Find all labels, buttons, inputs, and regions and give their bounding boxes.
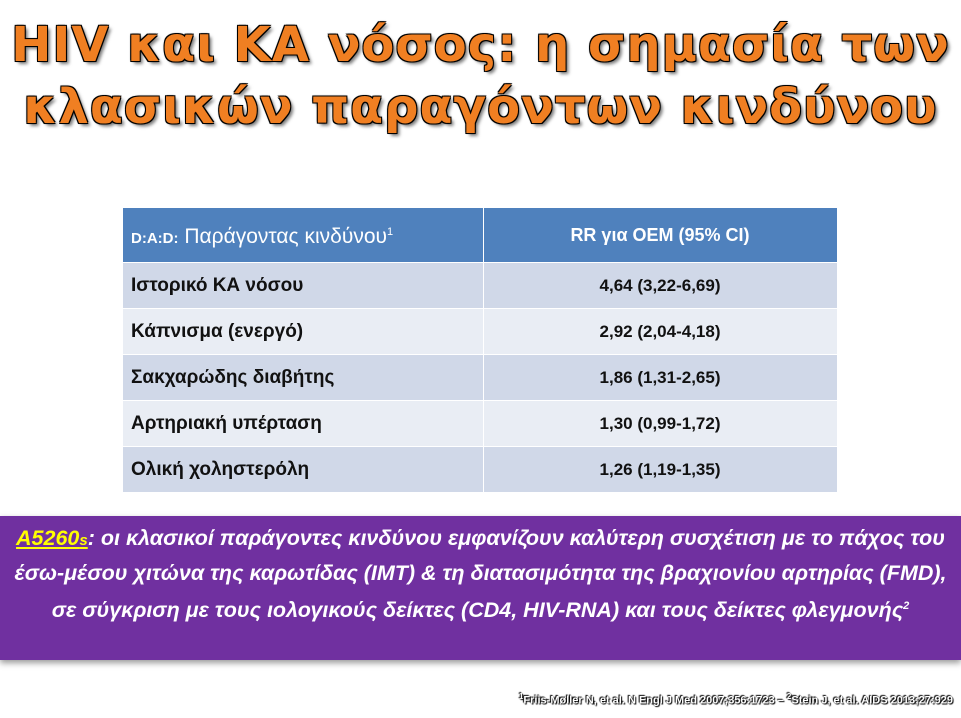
conclusion-body: : οι κλασικοί παράγοντες κινδύνου εμφανί… bbox=[14, 526, 947, 623]
row-factor: Κάπνισμα (ενεργό) bbox=[123, 308, 484, 355]
abstract-suffix: s bbox=[79, 532, 88, 549]
header-study-prefix: D:A:D: bbox=[131, 229, 179, 247]
row-relative-risk: 2,92 (2,04-4,18) bbox=[483, 308, 838, 355]
slide-title: HIV και ΚΑ νόσος: η σημασία των κλασικών… bbox=[0, 14, 961, 138]
table-row: Σακχαρώδης διαβήτης 1,86 (1,31-2,65) bbox=[123, 354, 838, 401]
row-factor: Ιστορικό ΚΑ νόσου bbox=[123, 262, 484, 309]
ref2-mark: 2 bbox=[786, 692, 792, 701]
ref1-mark: 1 bbox=[518, 692, 524, 701]
row-factor: Σακχαρώδης διαβήτης bbox=[123, 354, 484, 401]
table-row: Αρτηριακή υπέρταση 1,30 (0,99-1,72) bbox=[123, 400, 838, 447]
row-relative-risk: 1,86 (1,31-2,65) bbox=[483, 354, 838, 401]
header-risk-factor-label: Παράγοντας κινδύνου bbox=[184, 224, 387, 248]
row-factor: Ολική χοληστερόλη bbox=[123, 446, 484, 492]
conclusion-text: A5260s: οι κλασικοί παράγοντες κινδύνου … bbox=[10, 522, 951, 627]
table-row: Κάπνισμα (ενεργό) 2,92 (2,04-4,18) bbox=[123, 308, 838, 355]
table-row: Ιστορικό ΚΑ νόσου 4,64 (3,22-6,69) bbox=[123, 262, 838, 309]
header-relative-risk: RR για ΟΕΜ (95% CI) bbox=[483, 208, 838, 263]
reference-2: Stein J, et al. AIDS 2013;27:929 bbox=[791, 694, 953, 707]
abstract-tag: A5260s bbox=[16, 526, 88, 550]
header-risk-factor: D:A:D: Παράγοντας κινδύνου1 bbox=[123, 208, 484, 263]
conclusion-banner: A5260s: οι κλασικοί παράγοντες κινδύνου … bbox=[0, 516, 961, 660]
row-relative-risk: 1,26 (1,19-1,35) bbox=[483, 446, 838, 492]
table-row: Ολική χοληστερόλη 1,26 (1,19-1,35) bbox=[123, 446, 838, 492]
conclusion-footnote-mark: 2 bbox=[903, 600, 910, 612]
title-line-2: κλασικών παραγόντων κινδύνου bbox=[23, 79, 938, 135]
row-relative-risk: 1,30 (0,99-1,72) bbox=[483, 400, 838, 447]
abstract-number: A5260 bbox=[16, 526, 80, 550]
reference-1: Friis-Møller N, et al. N Engl J Med 2007… bbox=[523, 694, 787, 707]
row-relative-risk: 4,64 (3,22-6,69) bbox=[483, 262, 838, 309]
header-footnote-mark: 1 bbox=[387, 225, 394, 238]
table-header-row: D:A:D: Παράγοντας κινδύνου1 RR για ΟΕΜ (… bbox=[123, 208, 838, 263]
risk-factor-table: D:A:D: Παράγοντας κινδύνου1 RR για ΟΕΜ (… bbox=[123, 208, 838, 492]
references-footer: 1Friis-Møller N, et al. N Engl J Med 200… bbox=[519, 692, 953, 707]
title-line-1: HIV και ΚΑ νόσος: η σημασία των bbox=[11, 17, 950, 73]
row-factor: Αρτηριακή υπέρταση bbox=[123, 400, 484, 447]
